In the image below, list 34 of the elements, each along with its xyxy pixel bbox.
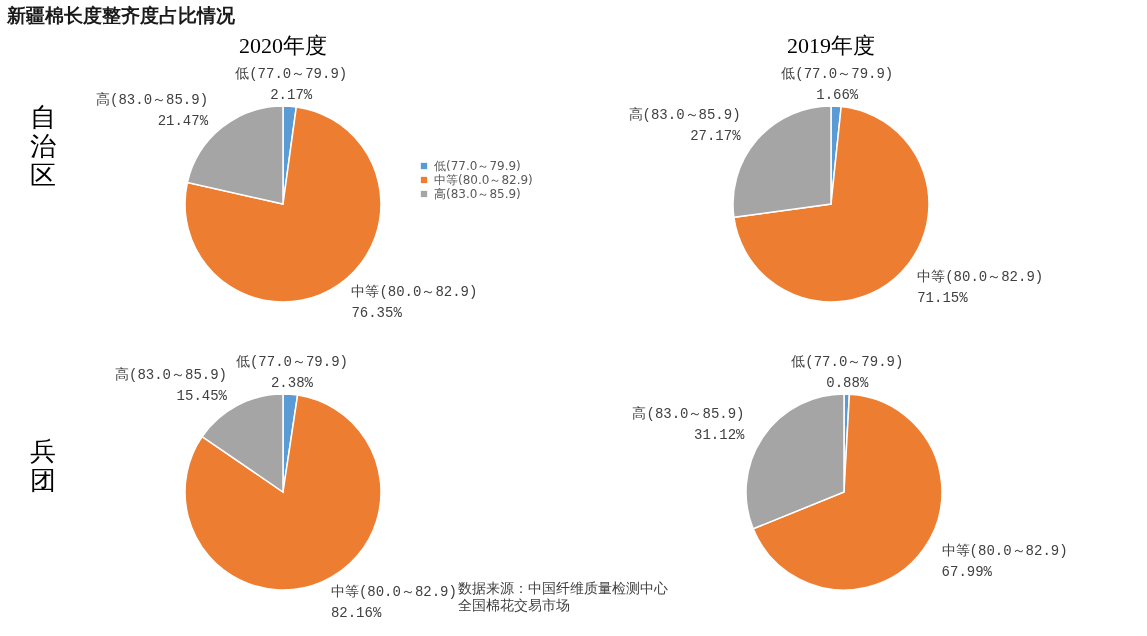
data-label: 67.99% (941, 564, 993, 581)
legend-label: 中等(80.0～82.9) (434, 173, 533, 187)
slice-label: 高(83.0～85.9) (96, 91, 209, 108)
data-label: 82.16% (330, 604, 382, 621)
legend-label: 低(77.0～79.9) (434, 159, 521, 173)
text: 全国棉花交易市场 (458, 596, 570, 613)
data-label: 2.38% (270, 374, 314, 391)
data-label: 31.12% (694, 427, 746, 444)
chart-title: 2019年度 (787, 33, 875, 58)
text: 自治区 (30, 103, 56, 190)
slice-label: 高(83.0～85.9) (628, 106, 741, 123)
slice-label: 高(83.0～85.9) (632, 406, 745, 423)
data-label: 76.35% (351, 305, 403, 322)
slice-label: 高(83.0～85.9) (114, 367, 228, 384)
data-label: 0.88% (826, 374, 869, 391)
data-label: 71.15% (917, 289, 969, 306)
data-label: 21.47% (157, 112, 209, 129)
text: 兵团 (30, 436, 56, 495)
slice-label: 中等(80.0～82.9) (917, 268, 1044, 285)
slice-label: 低(77.0～79.9) (235, 65, 348, 82)
legend-label: 高(83.0～85.9) (434, 187, 521, 201)
data-label: 2.17% (270, 86, 313, 103)
source-note: 数据来源：中国纤维质量检测中心 (458, 580, 668, 596)
slice-label: 中等(80.0～82.9) (941, 543, 1068, 560)
data-label: 1.66% (816, 86, 859, 103)
slice-label: 中等(80.0～82.9) (330, 583, 457, 600)
chart-title: 2020年度 (239, 33, 327, 58)
text: 新疆棉长度整齐度占比情况 (6, 4, 236, 26)
slice-label: 低(77.0～79.9) (791, 353, 904, 370)
data-label: 27.17% (690, 127, 742, 144)
slice-label: 低(77.0～79.9) (235, 353, 348, 370)
slice-label: 低(77.0～79.9) (781, 65, 894, 82)
data-label: 15.45% (176, 388, 228, 405)
slice-label: 中等(80.0～82.9) (351, 284, 478, 301)
